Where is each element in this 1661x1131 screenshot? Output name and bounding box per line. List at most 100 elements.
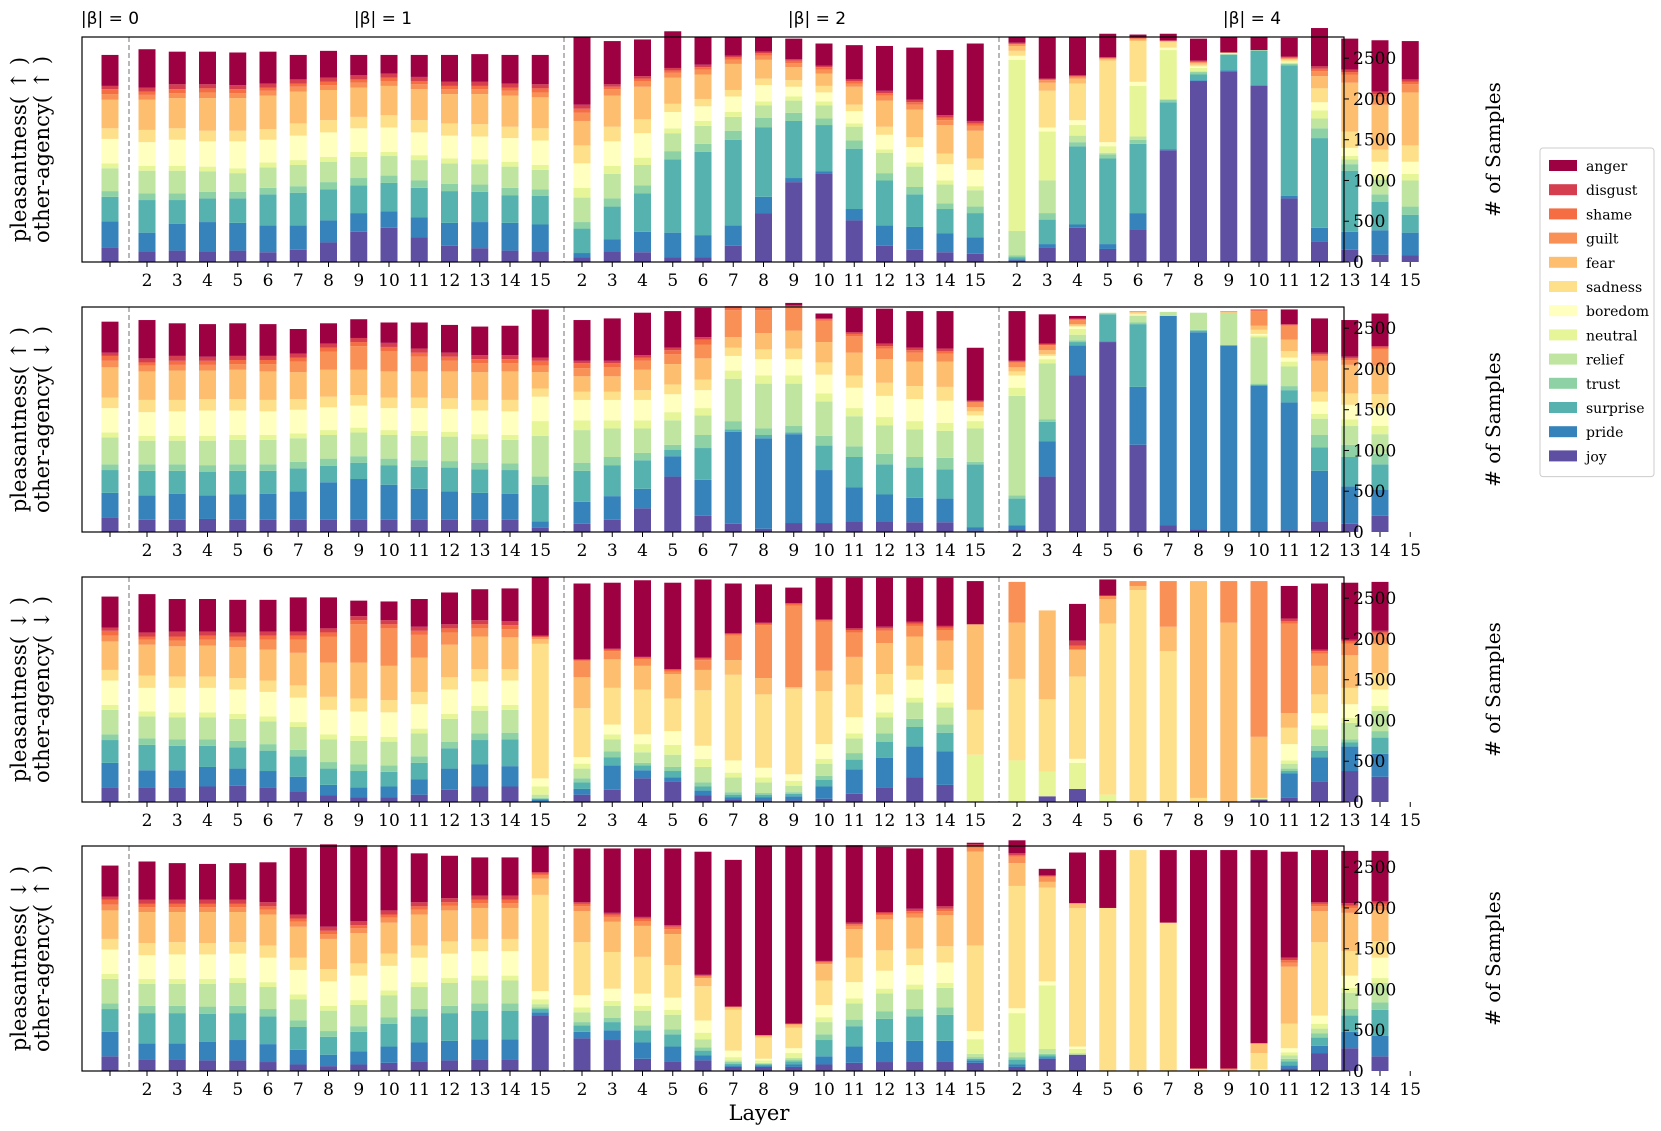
bar-segment-joy bbox=[229, 785, 247, 802]
bar-segment-sadness bbox=[664, 103, 682, 112]
bar-segment-disgust bbox=[876, 626, 893, 629]
bar-segment-sadness bbox=[694, 986, 712, 1021]
bar-segment-fear bbox=[1069, 324, 1086, 326]
legend-label-neutral: neutral bbox=[1586, 328, 1638, 344]
legend-swatch-fear bbox=[1549, 256, 1577, 268]
bar-segment-relief bbox=[410, 435, 428, 461]
bar-segment-anger bbox=[138, 594, 156, 633]
bar-stack bbox=[1371, 40, 1389, 262]
bar-segment-shame bbox=[380, 914, 398, 918]
bar-segment-trust bbox=[664, 766, 682, 772]
bar-segment-sadness bbox=[380, 397, 398, 409]
bar-segment-fear bbox=[101, 641, 119, 670]
bar-segment-pride bbox=[1038, 244, 1056, 248]
x-tick-label: 11 bbox=[408, 1080, 430, 1100]
bar-segment-neutral bbox=[1311, 1023, 1328, 1029]
bar-segment-joy bbox=[501, 1059, 519, 1071]
bar-segment-shame bbox=[138, 903, 156, 908]
bar-segment-sadness bbox=[320, 120, 337, 133]
bar-segment-sadness bbox=[1190, 1069, 1207, 1071]
bar-segment-neutral bbox=[634, 420, 651, 429]
bar-segment-fear bbox=[168, 98, 186, 129]
bar-segment-trust bbox=[1038, 213, 1056, 220]
bar-segment-fear bbox=[138, 912, 156, 944]
bar-segment-anger bbox=[603, 848, 621, 913]
bar-segment-trust bbox=[785, 112, 803, 121]
bar-segment-surprise bbox=[603, 206, 621, 240]
bar-segment-joy bbox=[229, 250, 247, 262]
bar-segment-pride bbox=[199, 222, 216, 252]
legend-swatch-relief bbox=[1549, 353, 1577, 365]
bar-segment-fear bbox=[1280, 966, 1298, 1024]
bar-segment-trust bbox=[1371, 1002, 1389, 1010]
x-tick-label: 7 bbox=[293, 271, 304, 291]
bar-segment-relief bbox=[229, 982, 247, 1006]
bar-segment-guilt bbox=[664, 929, 682, 935]
bar-segment-guilt bbox=[634, 360, 651, 370]
bar-segment-trust bbox=[876, 173, 893, 181]
bar-segment-pride bbox=[906, 497, 924, 523]
bar-segment-relief bbox=[966, 428, 984, 462]
bar-segment-relief bbox=[603, 428, 621, 457]
bar-segment-shame bbox=[1129, 37, 1147, 39]
panel: 2 3 4 5 6 7 8 9 10 11 12 13 14 15 2 3 4 5 6 7 8 9 10 11 12 13 14 15… bbox=[7, 302, 1505, 561]
bar-segment-relief bbox=[199, 171, 216, 192]
bar-segment-anger bbox=[1341, 582, 1359, 640]
bar-segment-relief bbox=[573, 197, 591, 223]
bar-segment-fear bbox=[1038, 82, 1056, 91]
bar-segment-trust bbox=[815, 118, 833, 126]
x-tick-label: 5 bbox=[232, 1080, 243, 1100]
bar-segment-sadness bbox=[845, 375, 863, 388]
bar-segment-disgust bbox=[1371, 91, 1389, 95]
bar-segment-disgust bbox=[289, 631, 307, 636]
bar-segment-pride bbox=[259, 225, 277, 253]
bar-segment-sadness bbox=[845, 957, 863, 983]
bar-segment-pride bbox=[634, 231, 651, 253]
y-tick-label: 2000 bbox=[1353, 630, 1396, 650]
bar-segment-anger bbox=[531, 577, 549, 636]
bar-segment-joy bbox=[289, 519, 307, 532]
bar-segment-fear bbox=[501, 95, 519, 127]
bar-segment-guilt bbox=[1280, 962, 1298, 967]
bar-segment-sadness bbox=[906, 137, 924, 148]
bar-stack bbox=[1280, 37, 1298, 262]
bar-segment-pride bbox=[1038, 441, 1056, 477]
bar-segment-pride bbox=[259, 1044, 277, 1063]
bar-segment-joy bbox=[845, 793, 863, 802]
bar-segment-pride bbox=[936, 498, 954, 523]
bar-segment-joy bbox=[694, 515, 712, 532]
bar-segment-neutral bbox=[936, 982, 954, 988]
bar-segment-disgust bbox=[876, 343, 893, 347]
bar-segment-sadness bbox=[138, 399, 156, 413]
bar-segment-pride bbox=[573, 788, 591, 795]
bar-stack bbox=[410, 322, 428, 532]
bar-segment-relief bbox=[229, 439, 247, 465]
bar-segment-fear bbox=[101, 910, 119, 939]
bar-segment-boredom bbox=[845, 982, 863, 999]
x-tick-label: 10 bbox=[813, 541, 835, 561]
bar-segment-fear bbox=[1038, 350, 1056, 355]
bar-segment-fear bbox=[1341, 82, 1359, 132]
y-tick-label: 1500 bbox=[1353, 940, 1396, 960]
bar-segment-guilt bbox=[694, 344, 712, 359]
bar-segment-fear bbox=[259, 914, 277, 946]
bar-segment-pride bbox=[1371, 1035, 1389, 1057]
bar-segment-anger bbox=[138, 320, 156, 359]
bar-stack bbox=[634, 312, 651, 532]
bar-segment-joy bbox=[906, 249, 924, 262]
bar-segment-joy bbox=[1341, 1048, 1359, 1071]
bar-segment-boredom bbox=[936, 962, 954, 983]
bar-segment-guilt bbox=[724, 1006, 742, 1008]
bar-segment-sadness bbox=[573, 391, 591, 400]
bar-segment-boredom bbox=[634, 734, 651, 745]
bar-segment-shame bbox=[380, 624, 398, 629]
bar-segment-trust bbox=[603, 457, 621, 466]
bar-segment-anger bbox=[199, 51, 216, 85]
bar-segment-surprise bbox=[531, 798, 549, 800]
bar-segment-relief bbox=[1008, 231, 1026, 256]
x-tick-label: 13 bbox=[469, 541, 491, 561]
x-tick-label: 4 bbox=[1072, 541, 1083, 561]
bar-segment-fear bbox=[380, 665, 398, 701]
x-tick-label: 13 bbox=[1339, 541, 1361, 561]
bar-segment-neutral bbox=[845, 733, 863, 739]
